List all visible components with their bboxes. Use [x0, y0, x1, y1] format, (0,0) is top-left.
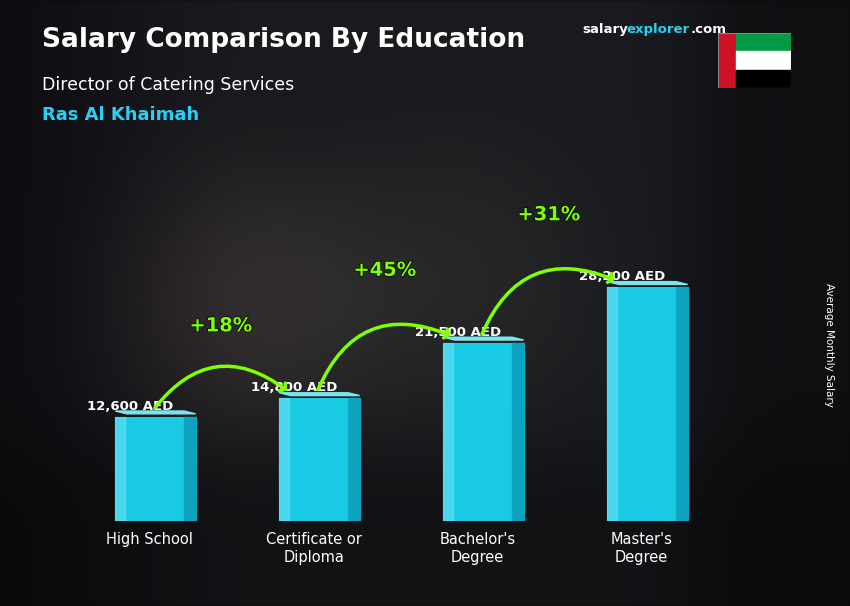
Text: +45%: +45% [354, 261, 416, 280]
Text: explorer: explorer [626, 23, 689, 36]
Polygon shape [443, 337, 524, 340]
Polygon shape [280, 393, 360, 396]
Text: Director of Catering Services: Director of Catering Services [42, 76, 295, 94]
Polygon shape [184, 417, 196, 521]
Bar [736, 70, 791, 88]
Text: +18%: +18% [190, 316, 252, 335]
Text: 21,500 AED: 21,500 AED [415, 326, 502, 339]
Text: .com: .com [690, 23, 726, 36]
Bar [280, 398, 348, 521]
Polygon shape [676, 287, 688, 521]
Polygon shape [513, 343, 524, 521]
Bar [736, 52, 791, 70]
Text: salary: salary [582, 23, 628, 36]
Text: 12,600 AED: 12,600 AED [87, 399, 173, 413]
Bar [736, 33, 791, 52]
Bar [718, 33, 736, 88]
Text: Salary Comparison By Education: Salary Comparison By Education [42, 27, 525, 53]
Bar [607, 287, 676, 521]
Bar [116, 417, 184, 521]
Polygon shape [607, 287, 617, 521]
Polygon shape [116, 417, 125, 521]
Text: 28,200 AED: 28,200 AED [579, 270, 666, 283]
Polygon shape [443, 343, 453, 521]
Text: Average Monthly Salary: Average Monthly Salary [824, 284, 834, 407]
Polygon shape [116, 411, 196, 414]
Polygon shape [280, 398, 289, 521]
Text: +31%: +31% [518, 205, 581, 224]
Polygon shape [607, 282, 688, 284]
Polygon shape [348, 398, 360, 521]
Text: 14,800 AED: 14,800 AED [251, 381, 337, 395]
Text: Ras Al Khaimah: Ras Al Khaimah [42, 106, 200, 124]
Bar [443, 343, 513, 521]
